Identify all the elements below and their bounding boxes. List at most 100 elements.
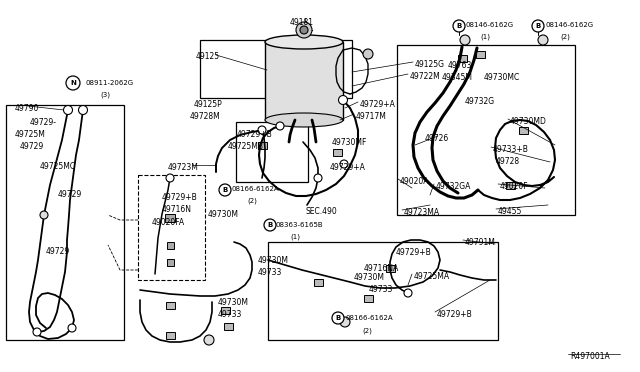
Text: 49716NA: 49716NA [364, 264, 399, 273]
Circle shape [264, 219, 276, 231]
Circle shape [363, 49, 373, 59]
Text: 49733: 49733 [369, 285, 394, 294]
Circle shape [460, 35, 470, 45]
Circle shape [340, 317, 350, 327]
Text: 49729+B: 49729+B [396, 248, 432, 257]
Bar [257, 141, 266, 148]
Circle shape [204, 335, 214, 345]
Text: 49723MA: 49723MA [404, 208, 440, 217]
Text: 49791M: 49791M [465, 238, 496, 247]
Text: 49729+A: 49729+A [330, 163, 366, 172]
Text: 49730M: 49730M [218, 298, 249, 307]
Text: (2): (2) [362, 327, 372, 334]
Bar [397, 45, 575, 215]
Bar [314, 279, 323, 285]
Circle shape [166, 174, 174, 182]
Text: 49729+B: 49729+B [237, 130, 273, 139]
Bar [221, 307, 230, 314]
Text: 49725MB: 49725MB [228, 142, 264, 151]
Text: B: B [222, 187, 228, 193]
Text: 49716N: 49716N [162, 205, 192, 214]
Text: (3): (3) [100, 91, 110, 97]
Text: 08363-6165B: 08363-6165B [276, 222, 324, 228]
Text: 49763: 49763 [448, 61, 472, 70]
Text: 49723M: 49723M [168, 163, 199, 172]
Bar [476, 51, 484, 58]
Text: (2): (2) [560, 33, 570, 39]
Bar [166, 301, 175, 308]
Bar [223, 323, 232, 330]
Bar [265, 42, 343, 120]
Bar [268, 242, 498, 340]
Text: 08146-6162G: 08146-6162G [466, 22, 514, 28]
Text: 49730M: 49730M [354, 273, 385, 282]
Text: 49726: 49726 [425, 134, 449, 143]
Circle shape [453, 20, 465, 32]
Bar [200, 40, 352, 98]
Circle shape [219, 184, 231, 196]
Bar [138, 175, 205, 280]
Text: 49729: 49729 [46, 247, 70, 256]
Text: 49729-: 49729- [30, 118, 57, 127]
Text: 49181: 49181 [290, 18, 314, 27]
Circle shape [332, 312, 344, 324]
Bar [166, 259, 173, 266]
Text: 49733+B: 49733+B [493, 145, 529, 154]
Circle shape [68, 324, 76, 332]
Text: 49728: 49728 [496, 157, 520, 166]
Circle shape [404, 289, 412, 297]
Text: 49790: 49790 [15, 104, 40, 113]
Text: 49733: 49733 [218, 310, 243, 319]
Circle shape [276, 122, 284, 130]
Text: B: B [335, 315, 340, 321]
Ellipse shape [265, 35, 343, 49]
Text: 49125: 49125 [196, 52, 220, 61]
Text: 49730MD: 49730MD [510, 117, 547, 126]
Text: 49020F: 49020F [500, 182, 529, 191]
Bar [333, 148, 342, 155]
Text: 49725MC: 49725MC [40, 162, 76, 171]
Bar [506, 182, 515, 189]
Text: 49020FA: 49020FA [152, 218, 185, 227]
Text: 49732GA: 49732GA [436, 182, 472, 191]
Text: (1): (1) [480, 33, 490, 39]
Text: B: B [536, 23, 541, 29]
Bar [236, 122, 308, 182]
Circle shape [314, 174, 322, 182]
Text: 08911-2062G: 08911-2062G [86, 80, 134, 86]
Circle shape [340, 160, 348, 168]
Bar [385, 264, 394, 272]
Text: (2): (2) [247, 198, 257, 205]
Circle shape [63, 106, 72, 115]
Text: 49729: 49729 [20, 142, 44, 151]
Text: 49125G: 49125G [415, 60, 445, 69]
Circle shape [538, 35, 548, 45]
Text: 49730M: 49730M [258, 256, 289, 265]
Text: 08166-6162A: 08166-6162A [345, 315, 392, 321]
Text: B: B [268, 222, 273, 228]
Text: 49725MA: 49725MA [414, 272, 450, 281]
Text: N: N [70, 80, 76, 86]
Text: 49729+A: 49729+A [360, 100, 396, 109]
Text: 49732G: 49732G [465, 97, 495, 106]
Circle shape [300, 26, 308, 34]
Circle shape [79, 106, 88, 115]
Text: 49345M: 49345M [442, 73, 473, 82]
Text: 49730MF: 49730MF [332, 138, 367, 147]
Bar [6, 105, 124, 340]
Bar [166, 331, 175, 339]
Text: (1): (1) [290, 233, 300, 240]
Text: 49125P: 49125P [194, 100, 223, 109]
Circle shape [40, 211, 48, 219]
Text: 49729+B: 49729+B [162, 193, 198, 202]
Bar [166, 241, 173, 248]
Text: 08166-6162A: 08166-6162A [231, 186, 278, 192]
Text: 49733: 49733 [258, 268, 282, 277]
Text: 49730MC: 49730MC [484, 73, 520, 82]
Circle shape [296, 22, 312, 38]
Text: 49722M: 49722M [410, 72, 441, 81]
Circle shape [339, 96, 348, 105]
Text: 49730M: 49730M [208, 210, 239, 219]
Text: 49725M: 49725M [15, 130, 46, 139]
Circle shape [532, 20, 544, 32]
